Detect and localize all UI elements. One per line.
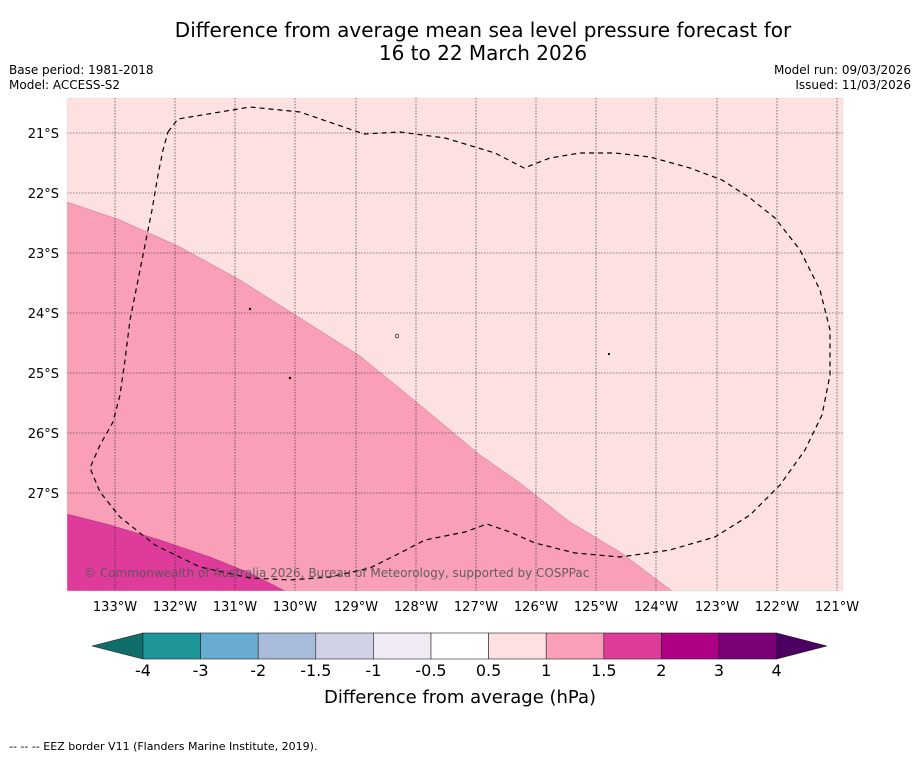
- colorbar-bin: [545, 632, 605, 660]
- lon-label-125w: 125°W: [574, 600, 618, 615]
- base-period-label: Base period: 1981-2018: [9, 63, 154, 77]
- colorbar-bin: [257, 632, 317, 660]
- colorbar-tick-label: 1.5: [591, 661, 616, 680]
- colorbar-bin: [373, 632, 432, 660]
- lon-label-129w: 129°W: [334, 600, 378, 615]
- colorbar-tick-label: 1: [541, 661, 551, 680]
- colorbar-ticks: -4 -3 -2 -1.5 -1 -0.5 0.5 1 1.5 2 3 4: [135, 661, 782, 680]
- colorbar-tick-label: 4: [772, 661, 782, 680]
- colorbar-tick-label: -4: [135, 661, 151, 680]
- lat-label-24s: 24°S: [28, 307, 59, 322]
- colorbar-label: Difference from average (hPa): [324, 687, 596, 708]
- lon-label-122w: 122°W: [755, 600, 799, 615]
- colorbar-bin: [718, 632, 777, 660]
- latitude-labels: 21°S 22°S 23°S 24°S 25°S 26°S 27°S: [28, 127, 59, 502]
- lon-label-132w: 132°W: [153, 600, 197, 615]
- colorbar-tick-label: 2: [656, 661, 666, 680]
- longitude-labels: 133°W 132°W 131°W 130°W 129°W 128°W 127°…: [93, 600, 859, 615]
- colorbar: [91, 632, 828, 660]
- colorbar-bin: [603, 632, 662, 660]
- colorbar-extend-low: [91, 632, 144, 660]
- map-title-line2: 16 to 22 March 2026: [378, 41, 588, 65]
- colorbar-tick-label: -3: [193, 661, 209, 680]
- model-label: Model: ACCESS-S2: [9, 78, 121, 92]
- map-title-line1: Difference from average mean sea level p…: [174, 18, 792, 42]
- graticule: [67, 98, 843, 591]
- copyright-notice: © Commonwealth of Australia 2026, Bureau…: [84, 566, 589, 580]
- anomaly-region-1.5-to-2: [67, 513, 286, 591]
- lat-label-23s: 23°S: [28, 247, 59, 262]
- lon-label-128w: 128°W: [394, 600, 438, 615]
- lon-label-133w: 133°W: [93, 600, 137, 615]
- issued-label: Issued: 11/03/2026: [795, 78, 911, 92]
- lat-label-25s: 25°S: [28, 367, 59, 382]
- colorbar-tick-label: -0.5: [415, 661, 446, 680]
- colorbar-tick-label: 0.5: [476, 661, 501, 680]
- islands: [248, 307, 611, 380]
- colorbar-bin: [430, 632, 489, 660]
- colorbar-bin: [142, 632, 201, 660]
- colorbar-tick-label: -2: [250, 661, 266, 680]
- colorbar-tick-label: -1: [365, 661, 381, 680]
- lon-label-126w: 126°W: [514, 600, 558, 615]
- colorbar-extend-high: [776, 632, 828, 660]
- colorbar-tick-label: -1.5: [300, 661, 331, 680]
- colorbar-bin: [315, 632, 374, 660]
- model-run-label: Model run: 09/03/2026: [773, 63, 911, 77]
- lat-label-21s: 21°S: [28, 127, 59, 142]
- colorbar-tick-label: 3: [714, 661, 724, 680]
- lon-label-124w: 124°W: [634, 600, 678, 615]
- lat-label-27s: 27°S: [28, 487, 59, 502]
- lon-label-127w: 127°W: [454, 600, 498, 615]
- lat-label-26s: 26°S: [28, 427, 59, 442]
- lon-label-123w: 123°W: [695, 600, 739, 615]
- map-panel: © Commonwealth of Australia 2026, Bureau…: [67, 98, 843, 591]
- anomaly-region-1-to-1.5: [67, 201, 673, 591]
- eez-border: [89, 106, 831, 581]
- lon-label-131w: 131°W: [213, 600, 257, 615]
- colorbar-bin: [200, 632, 259, 660]
- lon-label-121w: 121°W: [815, 600, 859, 615]
- eez-footnote: -- -- -- EEZ border V11 (Flanders Marine…: [9, 740, 318, 753]
- map-frame: [66, 97, 844, 592]
- lon-label-130w: 130°W: [273, 600, 317, 615]
- colorbar-bin: [488, 632, 547, 660]
- colorbar-bin: [661, 632, 720, 660]
- lat-label-22s: 22°S: [28, 187, 59, 202]
